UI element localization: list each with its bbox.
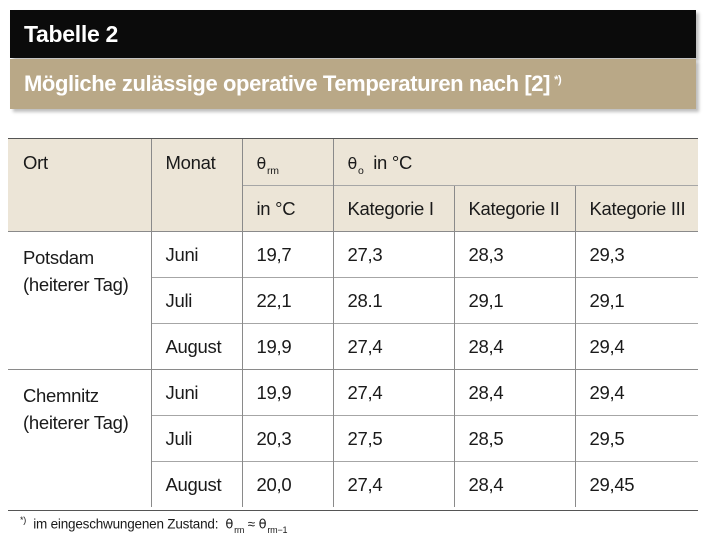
footnote-mark: *): [20, 515, 27, 525]
theta-o-subscript: o: [358, 165, 364, 177]
kat2-cell: 28,4: [453, 322, 575, 369]
ort-name: Chemnitz: [23, 384, 99, 406]
kat3-cell: 29,4: [574, 322, 699, 369]
ort-potsdam: Potsdam (heiterer Tag): [8, 230, 151, 369]
theta-rm-cell: 22,1: [241, 276, 333, 323]
footnote-text: im eingeschwungenen Zustand:: [33, 516, 219, 532]
ort-chemnitz: Chemnitz (heiterer Tag): [8, 368, 151, 507]
header-row-1: Ort Monat θrm θo in °C: [8, 139, 699, 231]
theta-rm-cell: 19,7: [241, 230, 333, 277]
kat3-cell: 29,3: [574, 230, 699, 277]
theta-o-symbol: θ: [347, 154, 358, 173]
footnote-theta-left: θ: [225, 517, 234, 533]
table-row: Juli 20,3 27,5 28,5 29,5: [8, 414, 699, 461]
monat-cell: Juni: [150, 368, 242, 415]
theta-o-unit: in °C: [373, 152, 413, 173]
kat2-cell: 28,3: [453, 230, 575, 277]
theta-rm-cell: 19,9: [241, 322, 333, 369]
monat-cell: Juni: [150, 230, 242, 277]
kat2-cell: 29,1: [453, 276, 575, 323]
header-rm-unit: in °C: [241, 184, 333, 231]
table-subtitle-bar: Mögliche zulässige operative Temperature…: [10, 59, 696, 109]
kat2-cell: 28,4: [453, 368, 575, 415]
theta-rm-subscript: rm: [267, 165, 279, 177]
ort-condition: (heiterer Tag): [23, 273, 129, 295]
monat-cell: August: [150, 322, 242, 369]
kat1-cell: 28.1: [332, 276, 454, 323]
table-row: Juli 22,1 28.1 29,1 29,1: [8, 276, 699, 323]
kat1-cell: 27,3: [332, 230, 454, 277]
kat1-cell: 27,4: [332, 368, 454, 415]
monat-cell: Juli: [150, 414, 242, 461]
theta-rm-cell: 19,9: [241, 368, 333, 415]
kat1-cell: 27,4: [332, 460, 454, 507]
header-kategorie-1: Kategorie I: [332, 184, 454, 231]
kat1-cell: 27,5: [332, 414, 454, 461]
kat3-cell: 29,5: [574, 414, 699, 461]
table-row: August 20,0 27,4 28,4 29,45: [8, 460, 699, 507]
table-row: August 19,9 27,4 28,4 29,4: [8, 322, 699, 369]
table-subtitle: Mögliche zulässige operative Temperature…: [24, 71, 562, 97]
header-kategorie-3: Kategorie III: [574, 184, 699, 231]
footnote-theta-right: θ: [258, 517, 267, 533]
header-ort: Ort: [23, 152, 48, 173]
table-row: Chemnitz (heiterer Tag) Juni 19,9 27,4 28…: [8, 368, 699, 507]
header-kategorie-2: Kategorie II: [453, 184, 575, 231]
kat1-cell: 27,4: [332, 322, 454, 369]
theta-rm-cell: 20,0: [241, 460, 333, 507]
footnote-sub-left: rm: [234, 524, 245, 535]
subtitle-footnote-mark: *): [554, 73, 562, 86]
ort-condition: (heiterer Tag): [23, 411, 129, 433]
kat2-cell: 28,4: [453, 460, 575, 507]
kat2-cell: 28,5: [453, 414, 575, 461]
footnote: *) im eingeschwungenen Zustand: θrm ≈ θr…: [20, 515, 700, 543]
header-monat: Monat: [150, 139, 242, 231]
theta-rm-cell: 20,3: [241, 414, 333, 461]
footnote-sub-right: rm−1: [267, 524, 288, 535]
temperature-table: Ort Monat θrm θo in °C in °C Kategorie I…: [8, 139, 699, 507]
table-bottom-rule: [8, 510, 698, 511]
theta-rm-symbol: θ: [256, 154, 267, 173]
table-row: Potsdam (heiterer Tag) Juni 19,7 27,3 28,…: [8, 230, 699, 369]
header-theta-o: θo in °C: [332, 139, 699, 185]
ort-name: Potsdam: [23, 246, 94, 268]
kat3-cell: 29,45: [574, 460, 699, 507]
monat-cell: Juli: [150, 276, 242, 323]
subtitle-text: Mögliche zulässige operative Temperature…: [24, 71, 551, 96]
table-top-rule: [8, 138, 698, 139]
table-title-bar: Tabelle 2: [10, 10, 696, 58]
kat3-cell: 29,4: [574, 368, 699, 415]
monat-cell: August: [150, 460, 242, 507]
kat3-cell: 29,1: [574, 276, 699, 323]
table-title: Tabelle 2: [24, 21, 119, 47]
footnote-approx: ≈: [247, 516, 256, 532]
header-theta-rm: θrm: [241, 139, 333, 185]
